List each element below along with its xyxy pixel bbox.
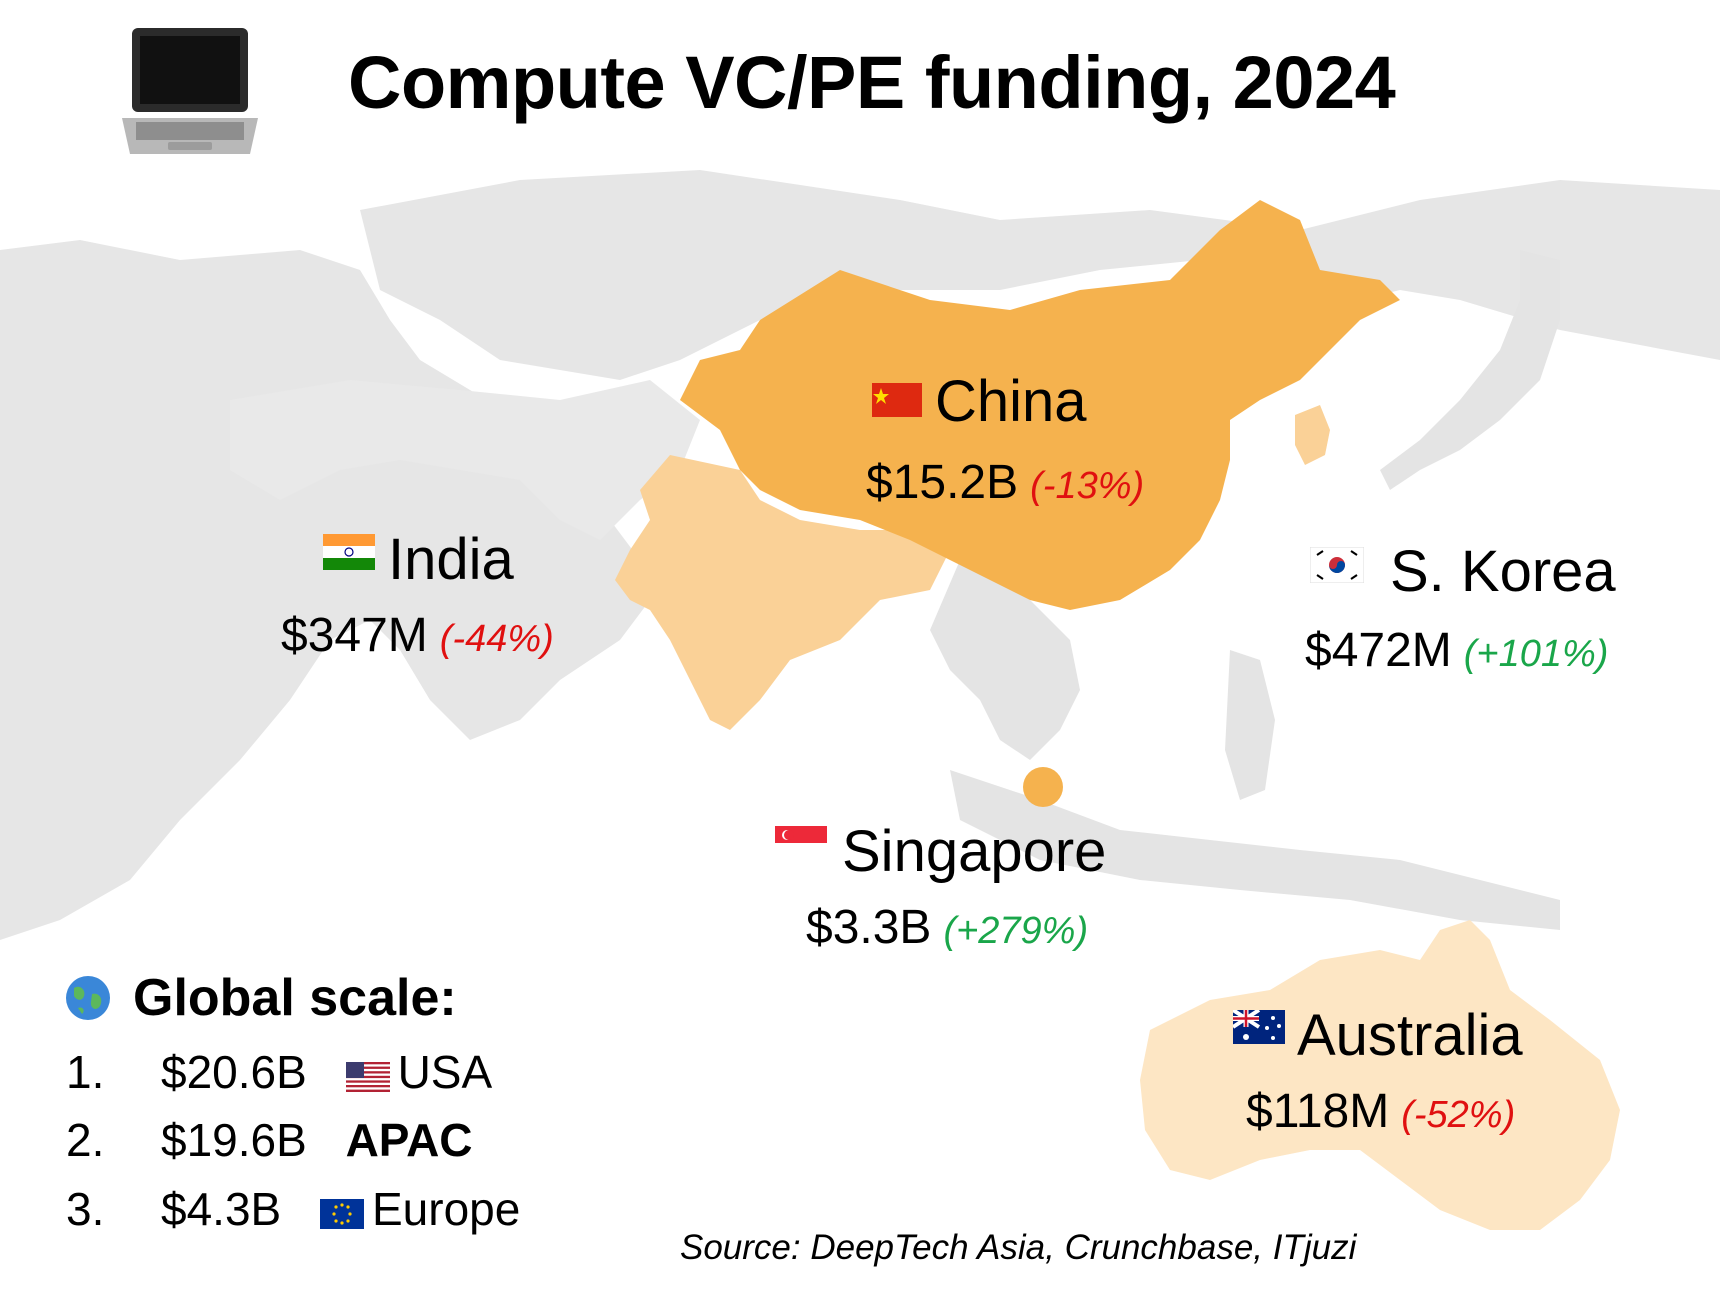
usa-flag [345,1049,390,1103]
australia-change: (-52%) [1401,1094,1516,1136]
singapore-change: (+279%) [943,910,1089,952]
global-row-2: 2. $19.6B APAC [66,1113,473,1167]
singapore-dot [1023,767,1063,807]
singapore-name: Singapore [842,819,1107,884]
australia-shape [1140,920,1620,1230]
globe-icon [64,974,112,1027]
korea-change: (+101%) [1463,633,1609,675]
global-amount: $20.6B [161,1046,307,1098]
singapore-value: $3.3B [806,901,932,954]
land-indonesia [950,770,1560,930]
korea-value-row: $472M (+101%) [1305,623,1608,678]
india-change: (-44%) [439,618,554,660]
page-title: Compute VC/PE funding, 2024 [348,41,1396,124]
korea-value: $472M [1305,624,1452,677]
south-korea-flag [1309,546,1365,588]
global-rank: 1. [66,1046,105,1098]
australia-flag [1231,1008,1285,1049]
global-region: Europe [372,1183,521,1235]
india-shape [615,455,950,730]
korea-name: S. Korea [1390,539,1616,604]
china-change: (-13%) [1030,465,1145,507]
global-amount: $19.6B [161,1114,307,1166]
singapore-value-row: $3.3B (+279%) [806,900,1088,955]
china-value-row: $15.2B (-13%) [866,455,1144,510]
land-philippines [1225,650,1275,800]
india-flag [323,534,375,575]
australia-value: $118M [1246,1085,1390,1138]
india-value: $347M [281,609,428,662]
global-region: USA [397,1046,493,1098]
china-value: $15.2B [866,456,1019,509]
land-north [360,170,1720,380]
australia-name: Australia [1297,1003,1523,1068]
global-scale-title: Global scale: [133,969,457,1027]
eu-flag [320,1186,364,1240]
singapore-flag [775,826,827,865]
global-row-3: 3. $4.3B Europe [66,1182,520,1240]
land-japan [1380,250,1560,490]
korea-shape [1295,405,1330,465]
china-name: China [935,369,1087,434]
land-sea [930,560,1080,760]
india-name: India [388,527,514,592]
china-flag [872,383,922,422]
global-rank: 3. [66,1183,105,1235]
global-rank: 2. [66,1114,105,1166]
source-note: Source: DeepTech Asia, Crunchbase, ITjuz… [680,1228,1357,1267]
laptop-icon [120,22,260,167]
global-row-1: 1. $20.6B USA [66,1045,492,1103]
land-central [230,380,700,540]
global-region: APAC [345,1114,473,1166]
india-value-row: $347M (-44%) [281,608,554,663]
global-amount: $4.3B [161,1183,282,1235]
australia-value-row: $118M (-52%) [1246,1084,1515,1139]
china-shape [680,200,1400,610]
